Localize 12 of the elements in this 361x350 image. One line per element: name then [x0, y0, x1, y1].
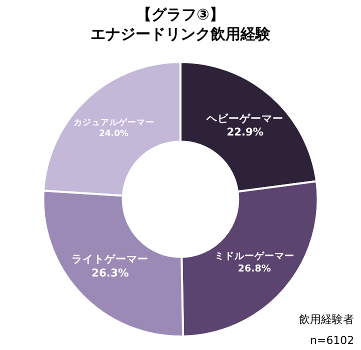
- data-label: 24.0%: [99, 129, 130, 140]
- slice-label: ライトゲーマー: [72, 252, 149, 266]
- slice-label: カジュアルゲーマー: [73, 116, 154, 128]
- data-label: 26.3%: [92, 266, 129, 280]
- slice-label: ミドルーゲーマー: [214, 250, 294, 262]
- chart-subtitle: エナジードリンク飲用経験: [90, 24, 272, 43]
- text: 飲用経験者: [299, 313, 354, 326]
- data-label: 26.8%: [238, 264, 272, 275]
- data-label: 22.9%: [226, 126, 264, 139]
- slice-label: ヘビーゲーマー: [206, 112, 284, 125]
- chart-title: 【グラフ③】: [136, 5, 224, 24]
- text: n=6102: [310, 334, 354, 347]
